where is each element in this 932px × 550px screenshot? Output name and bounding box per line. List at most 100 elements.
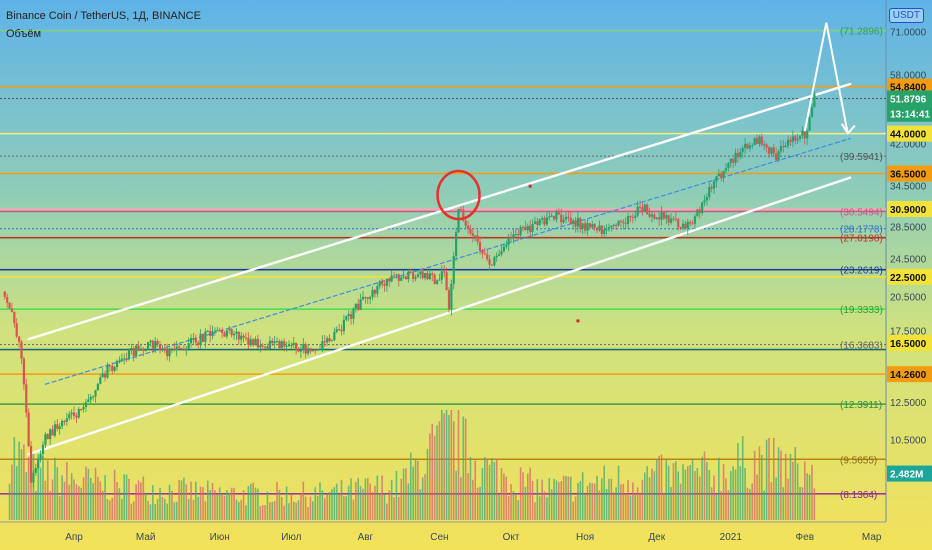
candle-body <box>118 360 121 362</box>
volume-bar <box>503 473 505 520</box>
candle-body <box>99 377 102 384</box>
price-tag-label: 54.8400 <box>890 83 927 94</box>
y-tick-label: 24.5000 <box>890 255 927 266</box>
candle-body <box>736 152 740 158</box>
x-tick-label: Авг <box>358 532 374 543</box>
candle-body <box>509 237 513 239</box>
volume-bar <box>300 492 302 520</box>
currency-badge[interactable]: USDT <box>888 8 924 23</box>
candle-body <box>653 214 656 219</box>
volume-bar <box>11 464 13 520</box>
volume-bar <box>732 466 734 520</box>
candle-body <box>562 219 565 223</box>
candle-body <box>354 303 357 309</box>
volume-bar <box>761 454 763 520</box>
volume-bars <box>8 410 816 520</box>
candle-body <box>273 341 276 344</box>
candle-body <box>643 204 646 212</box>
candle-body <box>261 345 264 347</box>
candle-body <box>144 349 147 351</box>
volume-bar <box>144 492 147 520</box>
volume-bar <box>18 441 20 520</box>
x-tick-label: Фев <box>796 532 814 543</box>
candle-body <box>68 414 71 419</box>
candle-body <box>488 259 491 265</box>
candle-body <box>655 217 658 219</box>
volume-bar <box>209 490 211 520</box>
fib-level-label: (71.2896) <box>840 27 883 38</box>
volume-bar <box>302 481 305 520</box>
candle-body <box>636 206 639 216</box>
volume-bar <box>426 448 429 520</box>
candle-body <box>108 365 111 367</box>
candle-body <box>502 246 505 252</box>
candle-body <box>698 209 701 213</box>
candle-body <box>588 223 591 228</box>
volume-bar <box>400 478 403 520</box>
volume-bar <box>402 468 405 520</box>
candle-body <box>120 358 123 361</box>
y-tick-label: 34.5000 <box>890 182 927 193</box>
volume-bar <box>104 475 106 520</box>
candle-body <box>743 143 747 149</box>
candle-body <box>498 254 501 256</box>
volume-bar <box>58 496 61 520</box>
volume-indicator-label[interactable]: Объём <box>6 28 42 40</box>
x-tick-label: Ноя <box>576 532 594 543</box>
candle-body <box>70 412 73 415</box>
candle-body <box>77 408 80 418</box>
volume-bar <box>66 461 68 520</box>
candle-body <box>304 344 307 354</box>
candle-body <box>505 244 508 247</box>
candle-body <box>593 224 596 228</box>
candle-body <box>724 167 728 171</box>
symbol-title[interactable]: Binance Coin / TetherUS, 1Д, BINANCE <box>6 10 201 22</box>
x-tick-label: Июл <box>281 532 301 543</box>
candle-body <box>629 216 632 218</box>
projection-arrow <box>803 22 849 134</box>
volume-bar <box>39 467 42 520</box>
candle-body <box>204 331 207 342</box>
candle-body <box>708 187 711 198</box>
fib-level-label: (30.5494) <box>840 207 883 218</box>
volume-bar <box>792 461 794 520</box>
volume-bar <box>457 410 460 520</box>
volume-bar <box>486 459 488 520</box>
price-tag-label: 13:14:41 <box>890 110 930 121</box>
candle-body <box>46 434 49 440</box>
volume-bar <box>493 461 496 520</box>
candle-body <box>574 220 577 227</box>
candle-body <box>127 349 131 359</box>
candle-body <box>667 215 670 223</box>
candle-body <box>113 367 116 371</box>
candle-body <box>292 342 295 345</box>
candle-body <box>476 235 479 242</box>
candle-body <box>650 214 654 217</box>
volume-bar <box>479 486 481 520</box>
volume-bar <box>641 479 644 520</box>
volume-bar <box>772 437 775 520</box>
volume-bar <box>180 480 183 520</box>
candle-body <box>529 225 532 232</box>
volume-bar <box>109 500 111 520</box>
volume-bar <box>132 501 135 520</box>
volume-bar <box>285 486 288 520</box>
volume-bar <box>383 493 386 520</box>
volume-bar <box>510 484 512 520</box>
volume-bar <box>168 484 171 520</box>
volume-bar <box>15 466 18 520</box>
candle-body <box>426 273 429 280</box>
candle-body <box>531 223 534 232</box>
volume-bar <box>624 493 627 520</box>
volume-bar <box>173 502 176 520</box>
volume-bar <box>46 460 49 520</box>
volume-bar <box>524 486 527 520</box>
volume-bar <box>617 465 620 520</box>
candle-body <box>206 330 209 332</box>
volume-bar <box>672 463 675 520</box>
candle-body <box>775 153 778 161</box>
candle-body <box>435 280 439 284</box>
drawings[interactable] <box>436 22 856 323</box>
candle-body <box>677 219 680 228</box>
